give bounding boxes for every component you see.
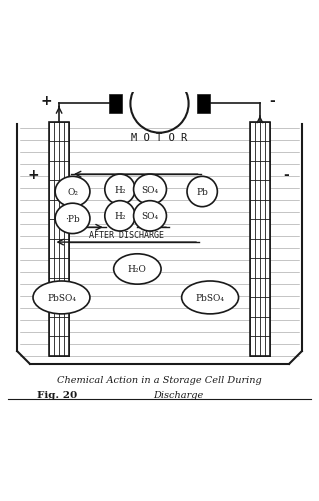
Text: Pb: Pb: [196, 187, 208, 196]
Text: H₂: H₂: [114, 185, 126, 194]
Text: PbSO₄: PbSO₄: [47, 294, 76, 302]
Ellipse shape: [55, 177, 90, 207]
Text: +: +: [27, 168, 39, 182]
Ellipse shape: [33, 282, 90, 314]
Bar: [49, 123, 69, 356]
Ellipse shape: [134, 175, 167, 205]
Text: -: -: [270, 94, 275, 108]
Text: H₂O: H₂O: [128, 265, 147, 274]
Text: -: -: [283, 168, 289, 182]
Text: Fig. 20: Fig. 20: [37, 391, 77, 399]
Text: ·Pb: ·Pb: [65, 214, 80, 223]
Text: O₂: O₂: [67, 187, 78, 196]
Text: Discharge: Discharge: [153, 391, 204, 399]
Text: +: +: [41, 94, 52, 108]
Text: H₂: H₂: [114, 212, 126, 221]
Ellipse shape: [134, 201, 167, 231]
Ellipse shape: [105, 201, 135, 231]
Ellipse shape: [114, 255, 161, 285]
Bar: [197, 95, 210, 114]
Bar: [109, 95, 122, 114]
Text: AFTER DISCHARGE: AFTER DISCHARGE: [89, 230, 164, 239]
Ellipse shape: [55, 204, 90, 234]
Ellipse shape: [182, 282, 239, 314]
Bar: [250, 123, 270, 356]
Text: M O T O R: M O T O R: [131, 133, 188, 142]
Text: Chemical Action in a Storage Cell During: Chemical Action in a Storage Cell During: [57, 375, 262, 384]
Ellipse shape: [105, 175, 135, 205]
Text: SO₄: SO₄: [141, 212, 159, 221]
Text: PbSO₄: PbSO₄: [196, 294, 225, 302]
Text: SO₄: SO₄: [141, 185, 159, 194]
Ellipse shape: [187, 177, 217, 207]
